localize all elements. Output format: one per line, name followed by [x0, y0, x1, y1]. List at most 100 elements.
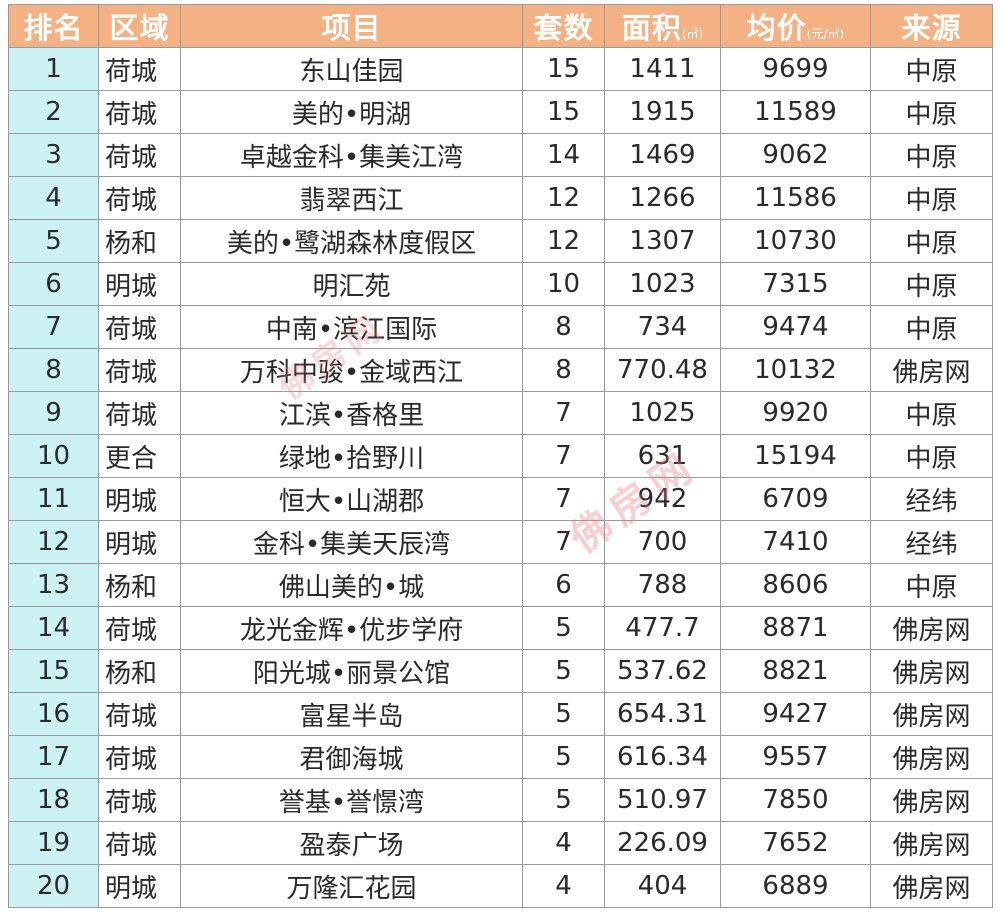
cell-district: 荷城	[98, 47, 181, 91]
cell-price: 9920	[720, 391, 871, 435]
cell-rank: 10	[8, 434, 99, 478]
cell-area: 1469	[604, 133, 721, 177]
cell-units: 10	[522, 262, 605, 306]
cell-project: 万隆汇花园	[180, 864, 523, 908]
cell-project: 盈泰广场	[180, 821, 523, 865]
cell-area: 226.09	[604, 821, 721, 865]
table-row: 18 荷城 誉基•誉憬湾 5 510.97 7850 佛房网	[8, 778, 993, 822]
cell-area: 1411	[604, 47, 721, 91]
table-body: 1 荷城 东山佳园 15 1411 9699 中原 2 荷城 美的•明湖 15 1915 11589 中原…	[8, 47, 993, 908]
cell-source: 经纬	[870, 477, 993, 521]
cell-source: 中原	[870, 90, 993, 134]
cell-price: 7850	[720, 778, 871, 822]
cell-source: 中原	[870, 47, 993, 91]
sales-ranking-table: 排名 区域 项目 套数 面积(㎡) 均价(元/㎡) 来源 1 荷城 东山佳园 15 14…	[8, 4, 993, 908]
cell-units: 12	[522, 219, 605, 263]
cell-project: 金科•集美天辰湾	[180, 520, 523, 564]
cell-district: 明城	[98, 477, 181, 521]
cell-district: 荷城	[98, 606, 181, 650]
cell-source: 中原	[870, 434, 993, 478]
cell-price: 8871	[720, 606, 871, 650]
table-row: 4 荷城 翡翠西江 12 1266 11586 中原	[8, 176, 993, 220]
cell-units: 8	[522, 305, 605, 349]
cell-units: 4	[522, 821, 605, 865]
table-row: 5 杨和 美的•鹭湖森林度假区 12 1307 10730 中原	[8, 219, 993, 263]
cell-rank: 12	[8, 520, 99, 564]
cell-units: 12	[522, 176, 605, 220]
header-district: 区域	[98, 4, 181, 48]
cell-rank: 20	[8, 864, 99, 908]
cell-project: 美的•明湖	[180, 90, 523, 134]
cell-district: 荷城	[98, 778, 181, 822]
cell-source: 佛房网	[870, 606, 993, 650]
cell-project: 恒大•山湖郡	[180, 477, 523, 521]
cell-district: 荷城	[98, 692, 181, 736]
cell-district: 明城	[98, 262, 181, 306]
cell-rank: 5	[8, 219, 99, 263]
cell-area: 616.34	[604, 735, 721, 779]
cell-units: 5	[522, 692, 605, 736]
cell-district: 荷城	[98, 391, 181, 435]
cell-area: 1266	[604, 176, 721, 220]
cell-district: 杨和	[98, 563, 181, 607]
cell-area: 510.97	[604, 778, 721, 822]
cell-district: 杨和	[98, 649, 181, 693]
cell-source: 佛房网	[870, 821, 993, 865]
header-units: 套数	[522, 4, 605, 48]
cell-area: 1915	[604, 90, 721, 134]
header-price: 均价(元/㎡)	[720, 4, 871, 48]
cell-area: 942	[604, 477, 721, 521]
cell-district: 荷城	[98, 348, 181, 392]
header-project: 项目	[180, 4, 523, 48]
cell-units: 7	[522, 391, 605, 435]
cell-price: 7652	[720, 821, 871, 865]
cell-source: 中原	[870, 219, 993, 263]
cell-project: 卓越金科•集美江湾	[180, 133, 523, 177]
cell-source: 佛房网	[870, 649, 993, 693]
cell-units: 5	[522, 606, 605, 650]
table-row: 2 荷城 美的•明湖 15 1915 11589 中原	[8, 90, 993, 134]
table-row: 9 荷城 江滨•香格里 7 1025 9920 中原	[8, 391, 993, 435]
cell-price: 9427	[720, 692, 871, 736]
cell-price: 9699	[720, 47, 871, 91]
cell-source: 中原	[870, 563, 993, 607]
cell-units: 5	[522, 778, 605, 822]
cell-area: 1023	[604, 262, 721, 306]
cell-district: 荷城	[98, 133, 181, 177]
cell-units: 7	[522, 520, 605, 564]
cell-source: 中原	[870, 305, 993, 349]
cell-source: 佛房网	[870, 735, 993, 779]
cell-source: 中原	[870, 176, 993, 220]
cell-source: 中原	[870, 133, 993, 177]
cell-area: 404	[604, 864, 721, 908]
cell-area: 631	[604, 434, 721, 478]
header-area-label: 面积	[621, 11, 682, 45]
cell-price: 8821	[720, 649, 871, 693]
cell-price: 6889	[720, 864, 871, 908]
table-row: 19 荷城 盈泰广场 4 226.09 7652 佛房网	[8, 821, 993, 865]
table-row: 11 明城 恒大•山湖郡 7 942 6709 经纬	[8, 477, 993, 521]
cell-rank: 14	[8, 606, 99, 650]
table-header: 排名 区域 项目 套数 面积(㎡) 均价(元/㎡) 来源	[8, 4, 993, 48]
table-row: 15 杨和 阳光城•丽景公馆 5 537.62 8821 佛房网	[8, 649, 993, 693]
cell-project: 阳光城•丽景公馆	[180, 649, 523, 693]
cell-rank: 9	[8, 391, 99, 435]
cell-district: 明城	[98, 520, 181, 564]
cell-units: 15	[522, 47, 605, 91]
cell-rank: 2	[8, 90, 99, 134]
cell-price: 11586	[720, 176, 871, 220]
cell-project: 江滨•香格里	[180, 391, 523, 435]
cell-source: 经纬	[870, 520, 993, 564]
cell-price: 7315	[720, 262, 871, 306]
cell-source: 佛房网	[870, 864, 993, 908]
cell-source: 中原	[870, 262, 993, 306]
table-row: 17 荷城 君御海城 5 616.34 9557 佛房网	[8, 735, 993, 779]
cell-area: 700	[604, 520, 721, 564]
cell-area: 654.31	[604, 692, 721, 736]
cell-project: 龙光金辉•优步学府	[180, 606, 523, 650]
cell-rank: 17	[8, 735, 99, 779]
cell-rank: 11	[8, 477, 99, 521]
cell-units: 8	[522, 348, 605, 392]
cell-project: 美的•鹭湖森林度假区	[180, 219, 523, 263]
cell-district: 荷城	[98, 735, 181, 779]
